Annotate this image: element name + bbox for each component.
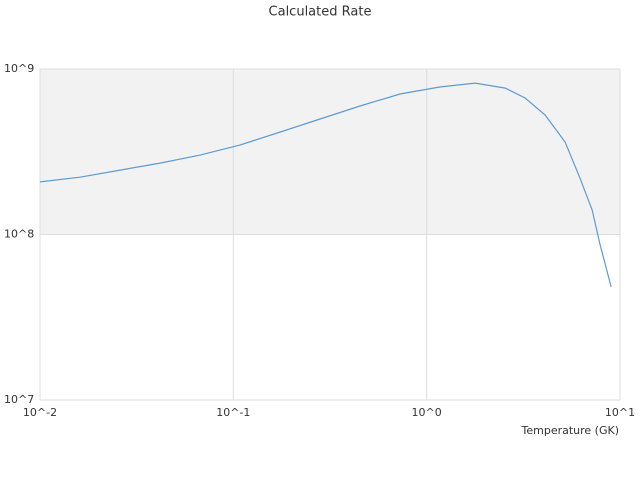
x-axis-label: Temperature (GK) xyxy=(521,424,620,437)
chart-title: Calculated Rate xyxy=(269,5,372,20)
x-tick-label: 10^-2 xyxy=(23,406,57,419)
x-tick-label: 10^1 xyxy=(605,406,635,419)
y-tick-label: 10^7 xyxy=(4,393,34,406)
y-tick-label: 10^9 xyxy=(4,62,34,75)
x-tick-label: 10^0 xyxy=(412,406,442,419)
y-tick-label: 10^8 xyxy=(4,228,34,241)
data-line xyxy=(39,82,612,288)
grid-band xyxy=(40,69,620,235)
x-tick-label: 10^-1 xyxy=(216,406,250,419)
